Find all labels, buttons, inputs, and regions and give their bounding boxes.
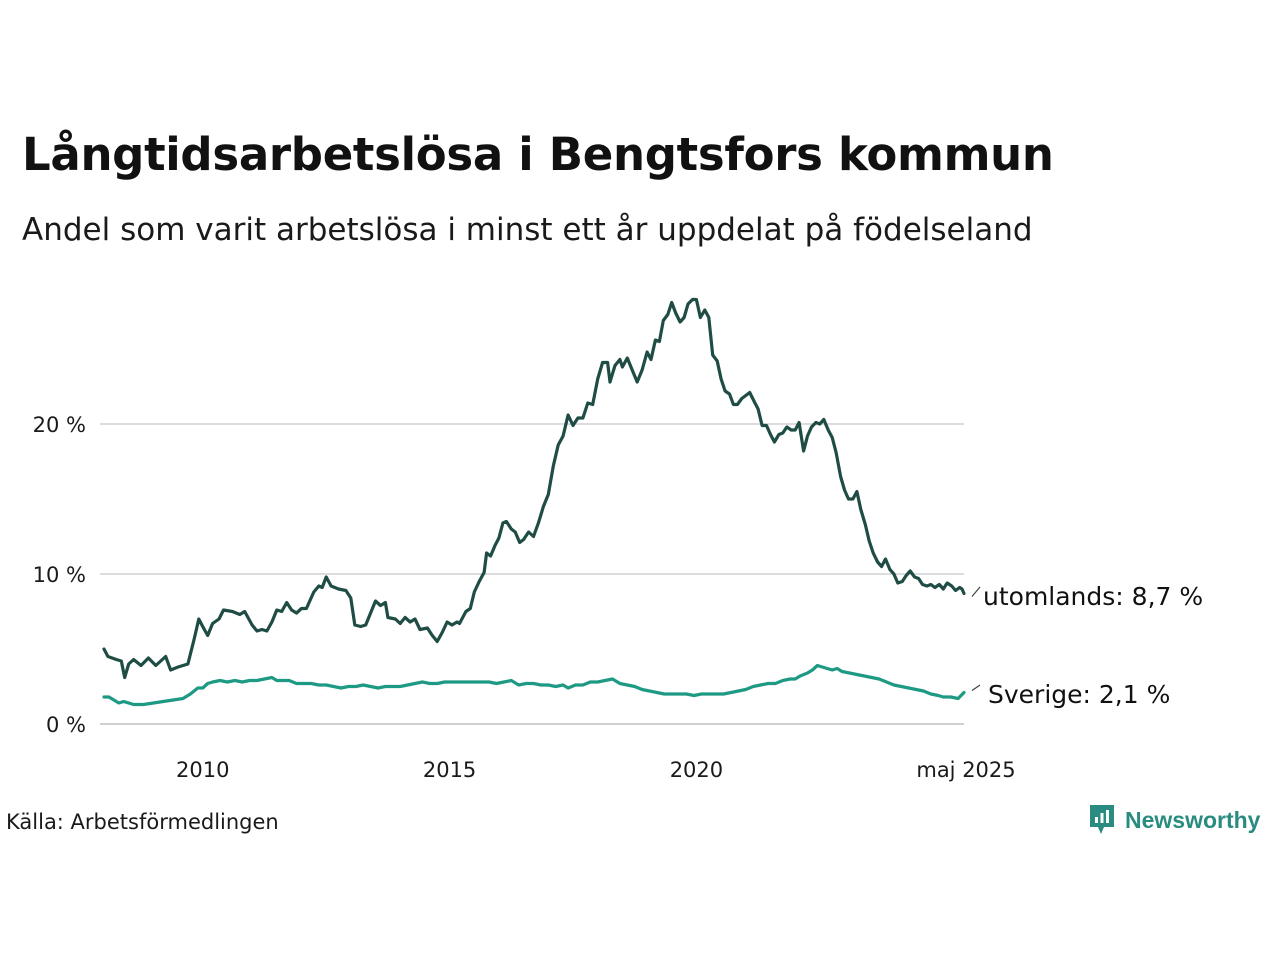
series-line-utomlands bbox=[102, 297, 966, 680]
end-label-sverige: Sverige: 2,1 % bbox=[988, 680, 1170, 709]
series-lines bbox=[102, 297, 966, 707]
x-tick-label: 2010 bbox=[176, 758, 229, 782]
y-tick-label: 0 % bbox=[46, 713, 86, 737]
end-label-connector bbox=[971, 586, 981, 597]
newsworthy-logo-icon bbox=[1090, 805, 1114, 834]
x-axis-ticks: 2010 2015 2020 maj 2025 bbox=[176, 758, 1016, 782]
brand[interactable]: Newsworthy bbox=[1088, 803, 1260, 837]
x-tick-label: 2015 bbox=[423, 758, 476, 782]
end-label-utomlands: utomlands: 8,7 % bbox=[983, 582, 1203, 611]
end-labels: utomlands: 8,7 % Sverige: 2,1 % bbox=[971, 582, 1203, 709]
end-label-connector bbox=[971, 684, 981, 691]
y-tick-label: 20 % bbox=[33, 413, 86, 437]
series-line-sverige bbox=[102, 663, 966, 707]
y-axis-ticks: 0 % 10 % 20 % bbox=[33, 413, 86, 737]
x-tick-label: 2020 bbox=[670, 758, 723, 782]
x-tick-label: maj 2025 bbox=[916, 758, 1015, 782]
y-tick-label: 10 % bbox=[33, 563, 86, 587]
source-note: Källa: Arbetsförmedlingen bbox=[6, 810, 279, 834]
grid-lines bbox=[100, 423, 964, 725]
chart-title: Långtidsarbetslösa i Bengtsfors kommun bbox=[22, 128, 1054, 181]
brand-name: Newsworthy bbox=[1125, 806, 1261, 833]
chart-subtitle: Andel som varit arbetslösa i minst ett å… bbox=[22, 212, 1033, 248]
